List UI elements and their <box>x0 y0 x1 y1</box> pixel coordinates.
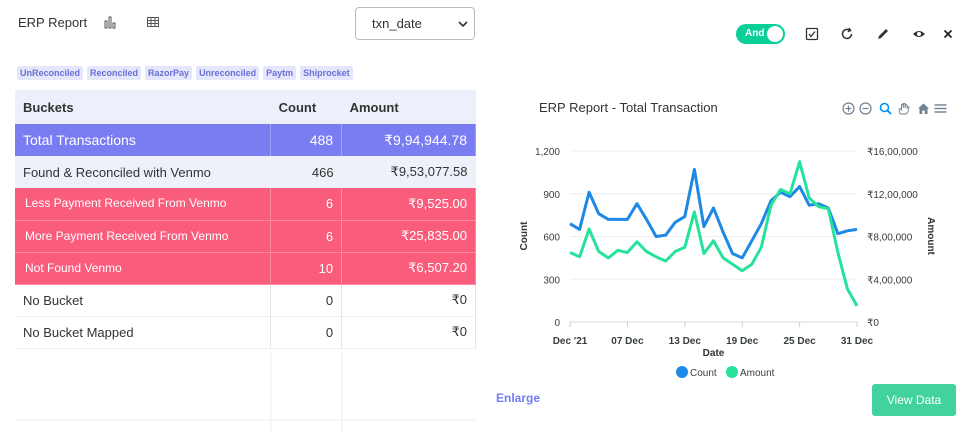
eye-icon[interactable] <box>912 27 926 41</box>
tag-unreconciled[interactable]: UnReconciled <box>17 66 84 80</box>
bucket-amount: ₹0 <box>341 316 476 349</box>
bucket-amount: ₹9,94,944.78 <box>341 124 476 156</box>
bucket-amount: ₹25,835.00 <box>341 220 476 253</box>
y-right-tick-label: ₹16,00,000 <box>867 147 918 158</box>
y-right-axis-title: Amount <box>925 217 936 255</box>
edit-icon[interactable] <box>876 27 890 41</box>
y-left-tick-label: 0 <box>554 318 560 329</box>
legend-marker <box>676 366 688 378</box>
tag-unreconciled-2[interactable]: Unreconciled <box>196 66 260 80</box>
bar-chart-icon[interactable] <box>102 14 118 30</box>
bucket-name: Total Transactions <box>15 124 272 156</box>
refresh-icon[interactable] <box>840 27 854 41</box>
chart-title: ERP Report - Total Transaction <box>539 100 718 115</box>
bucket-count: 0 <box>270 284 343 317</box>
y-right-tick-label: ₹4,00,000 <box>867 275 913 286</box>
x-tick-label: Dec '21 <box>553 336 588 347</box>
table-row[interactable]: Less Payment Received From Venmo 6 ₹9,52… <box>15 188 476 221</box>
x-tick-label: 07 Dec <box>611 336 644 347</box>
legend-marker <box>726 366 738 378</box>
pan-hand-icon[interactable] <box>897 102 910 115</box>
x-tick-label: 25 Dec <box>783 336 816 347</box>
buckets-table: Buckets Count Amount Total Transactions … <box>15 90 476 349</box>
date-field-value: txn_date <box>372 16 422 31</box>
tag-reconciled[interactable]: Reconciled <box>87 66 142 80</box>
bucket-name: Less Payment Received From Venmo <box>15 188 272 221</box>
y-left-tick-label: 600 <box>543 233 560 244</box>
legend-label: Count <box>690 368 717 379</box>
bucket-count: 10 <box>270 252 343 285</box>
x-axis-title: Date <box>703 348 725 359</box>
header-amount: Amount <box>341 90 476 124</box>
menu-icon[interactable] <box>934 102 947 115</box>
close-icon[interactable] <box>941 27 955 41</box>
and-toggle[interactable]: And <box>736 24 785 44</box>
x-tick-label: 13 Dec <box>669 336 702 347</box>
series-line-amount <box>569 160 859 307</box>
bucket-name: Not Found Venmo <box>15 252 272 285</box>
y-left-tick-label: 1,200 <box>535 147 560 158</box>
y-left-tick-label: 300 <box>543 275 560 286</box>
bucket-amount: ₹9,53,077.58 <box>341 156 476 188</box>
chevron-down-icon <box>458 21 468 28</box>
table-row[interactable]: No Bucket 0 ₹0 <box>15 284 476 317</box>
enlarge-link[interactable]: Enlarge <box>496 391 541 405</box>
bucket-count: 466 <box>270 156 342 188</box>
x-tick-label: 31 Dec <box>841 336 874 347</box>
y-right-tick-label: ₹12,00,000 <box>867 190 918 201</box>
table-row[interactable]: Found & Reconciled with Venmo 466 ₹9,53,… <box>15 156 476 188</box>
magnifier-icon[interactable] <box>879 102 892 115</box>
tag-shiprocket[interactable]: Shiprocket <box>300 66 353 80</box>
header-buckets: Buckets <box>15 90 271 124</box>
table-row[interactable]: More Payment Received From Venmo 6 ₹25,8… <box>15 220 476 253</box>
table-row[interactable]: Not Found Venmo 10 ₹6,507.20 <box>15 252 476 285</box>
date-field-select[interactable]: txn_date <box>355 7 475 40</box>
bucket-name: No Bucket <box>15 284 272 317</box>
table-row[interactable]: No Bucket Mapped 0 ₹0 <box>15 316 476 349</box>
y-right-tick-label: ₹8,00,000 <box>867 233 913 244</box>
table-empty-area <box>15 352 476 432</box>
zoom-out-icon[interactable] <box>859 102 872 115</box>
bucket-name: More Payment Received From Venmo <box>15 220 272 253</box>
toggle-knob <box>767 26 783 42</box>
filter-tags: UnReconciled Reconciled RazorPay Unrecon… <box>17 66 353 80</box>
bucket-count: 6 <box>270 220 343 253</box>
bucket-name: Found & Reconciled with Venmo <box>15 156 271 188</box>
tag-paytm[interactable]: Paytm <box>263 66 297 80</box>
bucket-amount: ₹9,525.00 <box>341 188 476 221</box>
bucket-count: 6 <box>270 188 343 221</box>
legend-label: Amount <box>740 368 775 379</box>
bucket-amount: ₹6,507.20 <box>341 252 476 285</box>
bucket-count: 0 <box>270 316 343 349</box>
y-right-tick-label: ₹0 <box>867 318 879 329</box>
page-title: ERP Report <box>18 15 88 30</box>
tag-razorpay[interactable]: RazorPay <box>145 66 193 80</box>
home-icon[interactable] <box>917 102 930 115</box>
view-data-button[interactable]: View Data <box>872 384 956 416</box>
series-line-count <box>569 168 858 260</box>
y-left-axis-title: Count <box>519 221 530 251</box>
table-header-row: Buckets Count Amount <box>15 90 476 124</box>
header-count: Count <box>270 90 342 124</box>
zoom-in-icon[interactable] <box>842 102 855 115</box>
table-row[interactable]: Total Transactions 488 ₹9,94,944.78 <box>15 124 476 156</box>
x-tick-label: 19 Dec <box>726 336 759 347</box>
toggle-label: And <box>745 28 765 39</box>
bucket-amount: ₹0 <box>341 284 476 317</box>
bucket-count: 488 <box>270 124 343 156</box>
checkbox-icon[interactable] <box>805 27 819 41</box>
table-icon[interactable] <box>145 14 161 30</box>
y-left-tick-label: 900 <box>543 190 560 201</box>
bucket-name: No Bucket Mapped <box>15 316 272 349</box>
